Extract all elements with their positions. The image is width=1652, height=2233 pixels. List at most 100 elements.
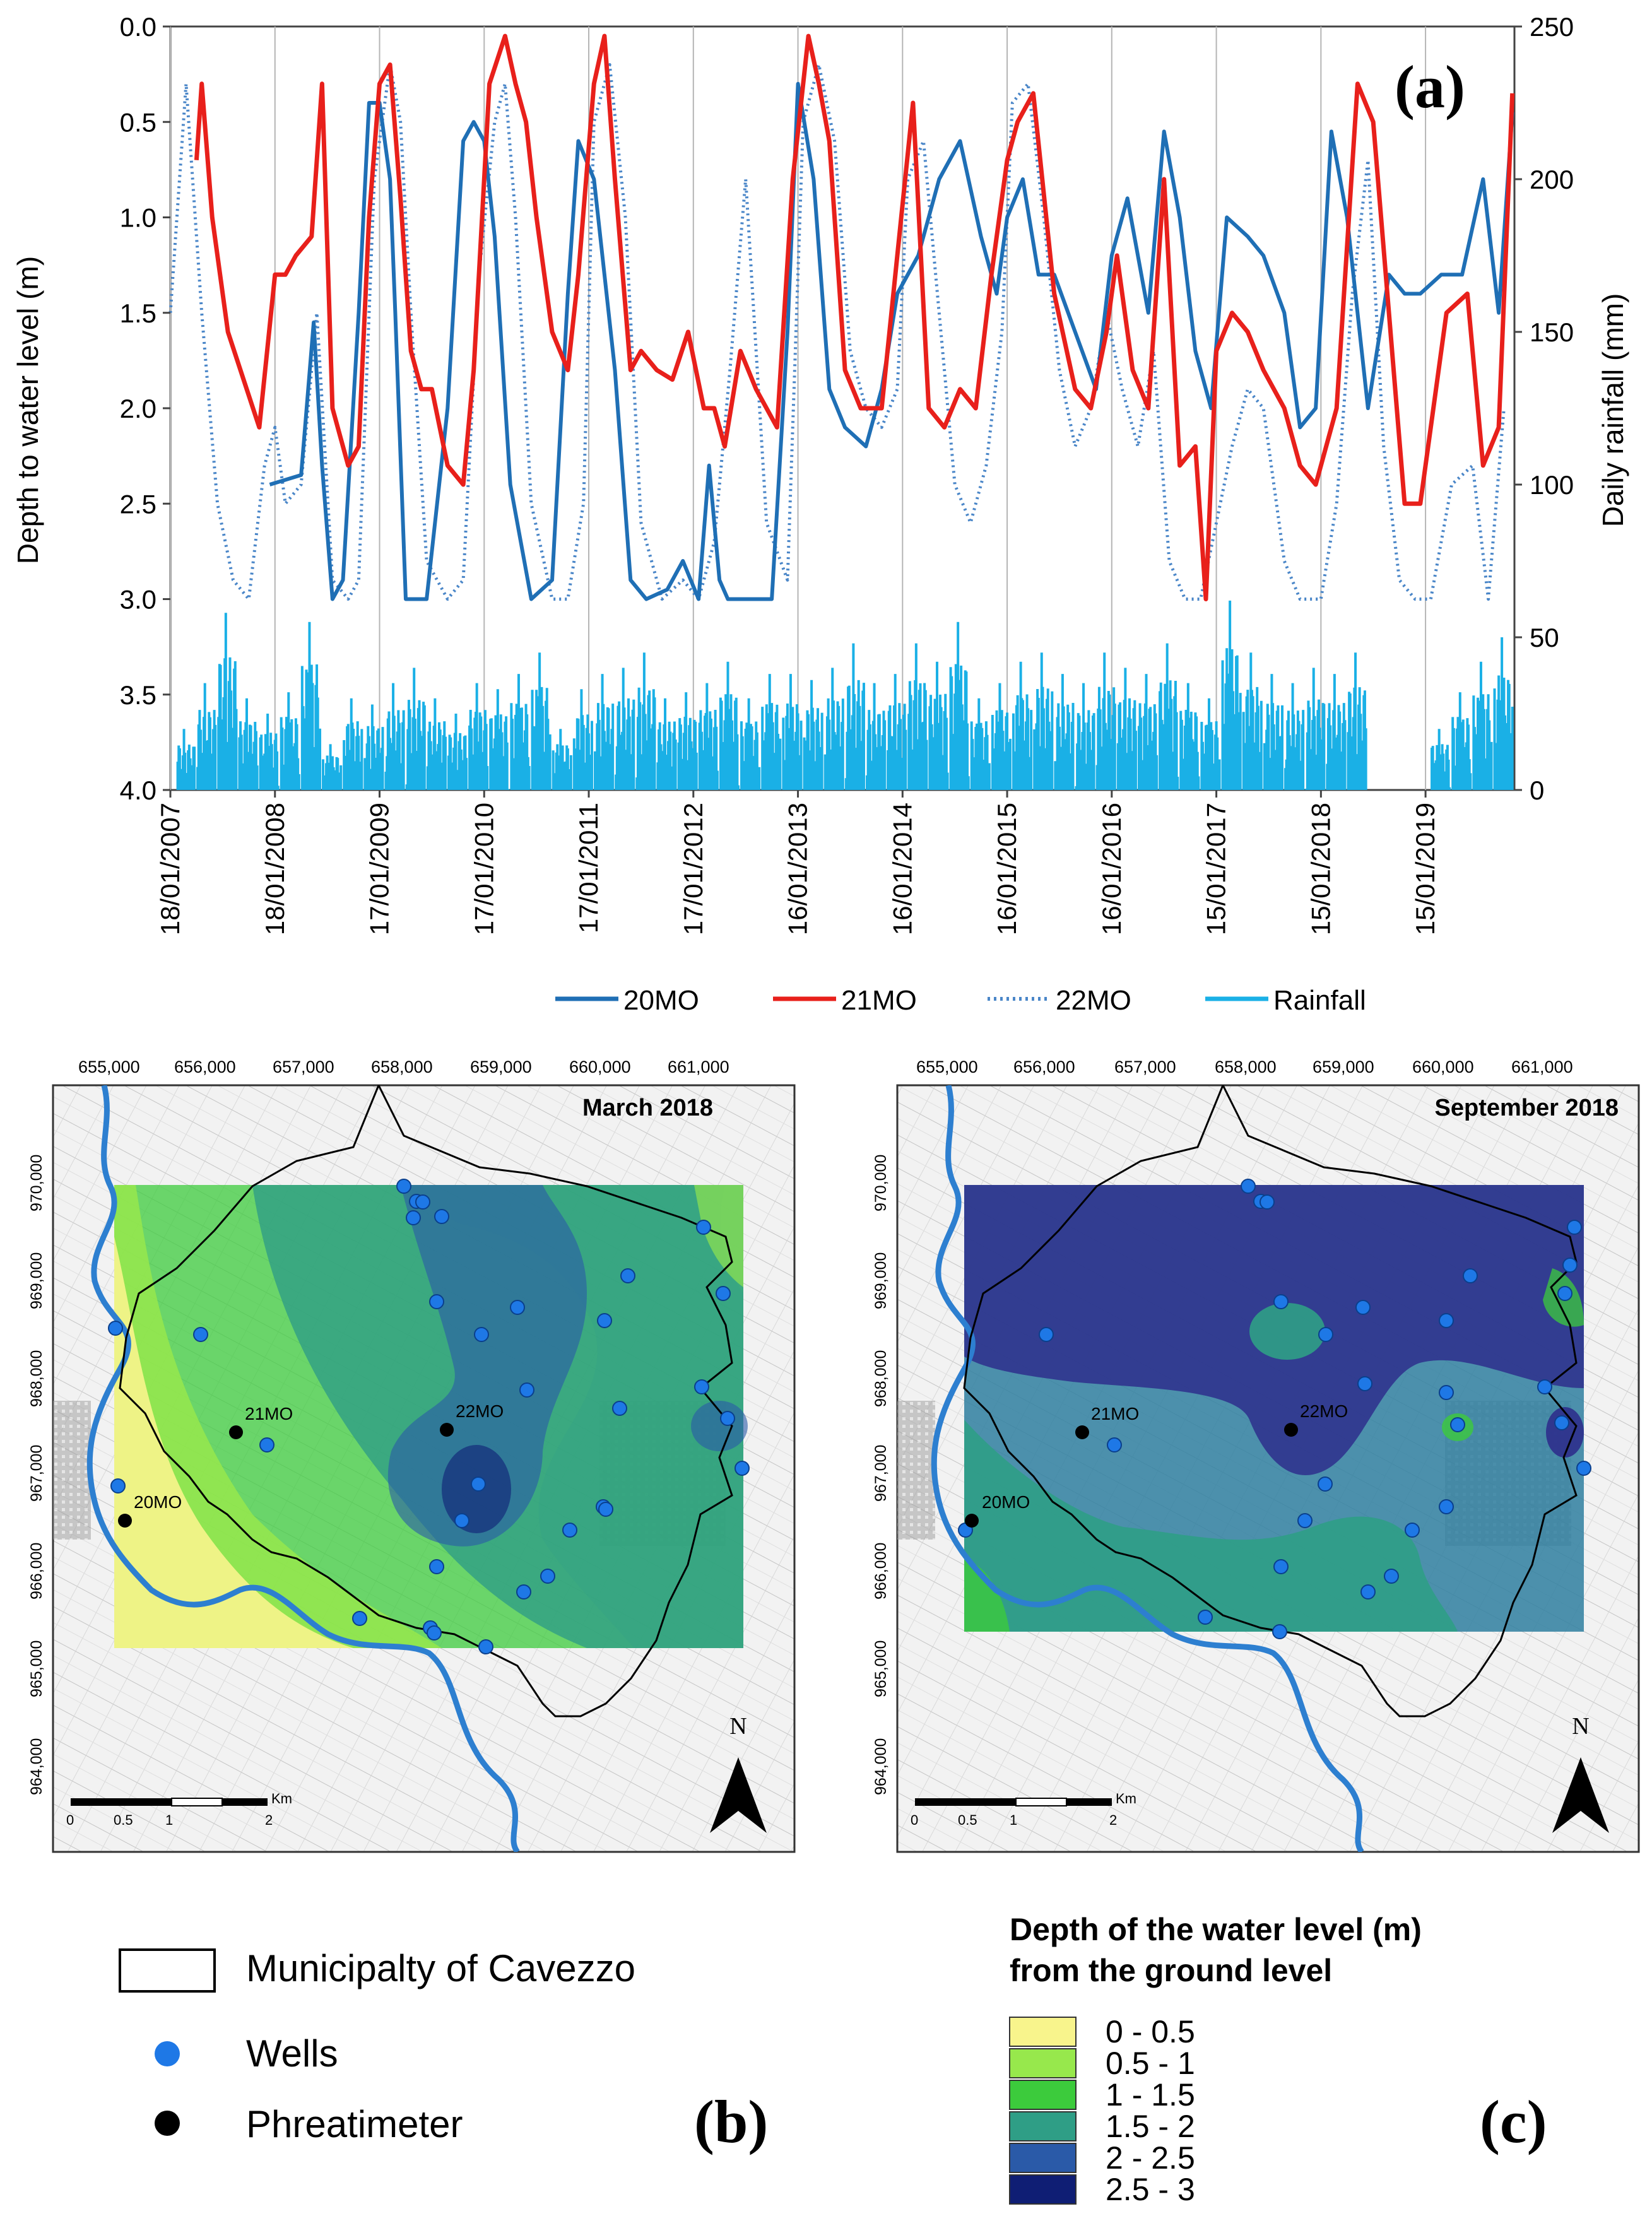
left-tick-label: 2.0 bbox=[120, 394, 156, 423]
x-tick-label: 17/01/2012 bbox=[678, 803, 708, 935]
map-c-zone-1.5-2 bbox=[964, 1420, 1458, 1632]
map-c-xtick: 658,000 bbox=[1215, 1058, 1277, 1076]
map-c-wells bbox=[958, 1179, 1591, 1639]
well bbox=[415, 1194, 430, 1210]
plot-area bbox=[169, 25, 1516, 791]
map-b-ytick: 964,000 bbox=[28, 1738, 45, 1795]
depth-class-label: 2 - 2.5 bbox=[1106, 2140, 1195, 2176]
map-b-xtick: 661,000 bbox=[668, 1058, 729, 1076]
map-b-xtick: 658,000 bbox=[371, 1058, 433, 1076]
map-b-scale-bar: 0 0.5 1 2 Km bbox=[66, 1791, 292, 1828]
legend-label-rainfall: Rainfall bbox=[1273, 985, 1366, 1016]
map-b-title: March 2018 bbox=[582, 1095, 713, 1121]
x-tick-label: 16/01/2016 bbox=[1097, 803, 1126, 935]
left-tick-label: 1.0 bbox=[120, 203, 156, 233]
well bbox=[1557, 1286, 1572, 1301]
well bbox=[259, 1437, 274, 1452]
well bbox=[1450, 1417, 1465, 1432]
well bbox=[1198, 1610, 1213, 1625]
scale-label: 0 bbox=[66, 1812, 74, 1828]
well bbox=[471, 1476, 486, 1492]
legend-wells: Wells bbox=[246, 2032, 338, 2075]
scale-label: 0.5 bbox=[958, 1812, 977, 1828]
x-tick-label: 15/01/2019 bbox=[1410, 803, 1440, 935]
depth-class-swatch bbox=[1009, 2111, 1077, 2142]
y-left-label: Depth to water level (m) bbox=[11, 256, 44, 564]
map-c-ytick: 968,000 bbox=[872, 1350, 890, 1407]
north-label: N bbox=[729, 1713, 746, 1740]
well bbox=[1439, 1499, 1454, 1514]
legend-municipality: Municipalty of Cavezzo bbox=[246, 1947, 635, 1989]
well bbox=[474, 1327, 489, 1342]
map-b-zone-1.5-2-b bbox=[404, 1185, 743, 1648]
map-c-xtick: 660,000 bbox=[1412, 1058, 1474, 1076]
well bbox=[510, 1300, 525, 1315]
well bbox=[540, 1569, 555, 1584]
map-b-xtick: 657,000 bbox=[273, 1058, 334, 1076]
depth-legend-title-1: Depth of the water level (m) bbox=[1010, 1912, 1422, 1947]
map-b-zone-0-0.5 bbox=[114, 1237, 353, 1648]
map-legend: Municipalty of Cavezzo Wells Phreatimete… bbox=[119, 1912, 1547, 2207]
well bbox=[598, 1502, 613, 1517]
map-b-xtick: 656,000 bbox=[174, 1058, 236, 1076]
left-tick-label: 3.5 bbox=[120, 680, 156, 710]
well bbox=[612, 1401, 627, 1416]
panel-label-a: (a) bbox=[1395, 53, 1465, 121]
left-tick-label: 1.5 bbox=[120, 298, 156, 328]
depth-class-swatch bbox=[1009, 2080, 1077, 2110]
depth-class-label: 1.5 - 2 bbox=[1106, 2109, 1195, 2144]
x-axis-ticks: 18/01/2007 18/01/2008 17/01/2009 17/01/2010… bbox=[155, 790, 1440, 935]
depth-class-swatch bbox=[1009, 2143, 1077, 2173]
well bbox=[110, 1478, 126, 1494]
map-c-ytick: 969,000 bbox=[872, 1252, 890, 1309]
map-b-ytick: 966,000 bbox=[28, 1543, 45, 1600]
well bbox=[1405, 1523, 1420, 1538]
well bbox=[352, 1611, 367, 1626]
map-b-zone-2-2.5-east bbox=[691, 1401, 748, 1451]
map-c-ytick: 967,000 bbox=[872, 1445, 890, 1502]
right-axis-ticks: 250 200 150 100 50 0 bbox=[1514, 12, 1574, 805]
well bbox=[597, 1313, 612, 1328]
map-c-ytick: 965,000 bbox=[872, 1641, 890, 1697]
well bbox=[1318, 1476, 1333, 1492]
left-tick-label: 0.5 bbox=[120, 107, 156, 137]
map-c-north-arrow: N bbox=[1552, 1713, 1609, 1833]
map-c-ytick: 964,000 bbox=[872, 1738, 890, 1795]
legend-label-20MO: 20MO bbox=[623, 985, 699, 1016]
scale-label: 2 bbox=[265, 1812, 273, 1828]
phreatimeter-20MO bbox=[118, 1514, 132, 1528]
panel-label-b: (b) bbox=[694, 2088, 768, 2155]
well bbox=[1463, 1268, 1478, 1283]
right-tick-label: 100 bbox=[1530, 470, 1574, 500]
scale-seg bbox=[1066, 1798, 1112, 1806]
x-tick-label: 16/01/2013 bbox=[783, 803, 813, 935]
map-c-xtick: 656,000 bbox=[1013, 1058, 1075, 1076]
depth-class-label: 1 - 1.5 bbox=[1106, 2077, 1195, 2112]
y-right-label: Daily rainfall (mm) bbox=[1596, 293, 1629, 527]
panel-a-chart: 0.0 0.5 1.0 1.5 2.0 2.5 3.0 3.5 4.0 250 200 150 100… bbox=[11, 12, 1629, 1016]
well bbox=[429, 1294, 444, 1309]
map-b-zone-2-2.5 bbox=[387, 1185, 587, 1547]
scale-seg bbox=[71, 1798, 172, 1806]
well bbox=[1562, 1258, 1578, 1273]
label-20MO: 20MO bbox=[134, 1492, 182, 1512]
right-tick-label: 250 bbox=[1530, 12, 1574, 42]
north-label: N bbox=[1572, 1713, 1589, 1740]
phreatimeter-22MO bbox=[1284, 1423, 1298, 1437]
x-tick-label: 18/01/2007 bbox=[155, 803, 185, 935]
chart-legend: 20MO 21MO 22MO Rainfall bbox=[555, 985, 1366, 1016]
map-b-xtick: 655,000 bbox=[78, 1058, 140, 1076]
well bbox=[735, 1461, 750, 1476]
well bbox=[562, 1523, 577, 1538]
scale-seg bbox=[171, 1798, 223, 1806]
wells-swatch bbox=[155, 2041, 180, 2066]
north-arrow-icon bbox=[710, 1757, 767, 1833]
well bbox=[1554, 1415, 1569, 1430]
well bbox=[1272, 1624, 1287, 1639]
map-c-ytick: 966,000 bbox=[872, 1543, 890, 1600]
legend-label-21MO: 21MO bbox=[841, 985, 917, 1016]
map-b-river bbox=[86, 1085, 520, 1852]
well bbox=[696, 1220, 711, 1235]
scale-label: 0.5 bbox=[114, 1812, 133, 1828]
